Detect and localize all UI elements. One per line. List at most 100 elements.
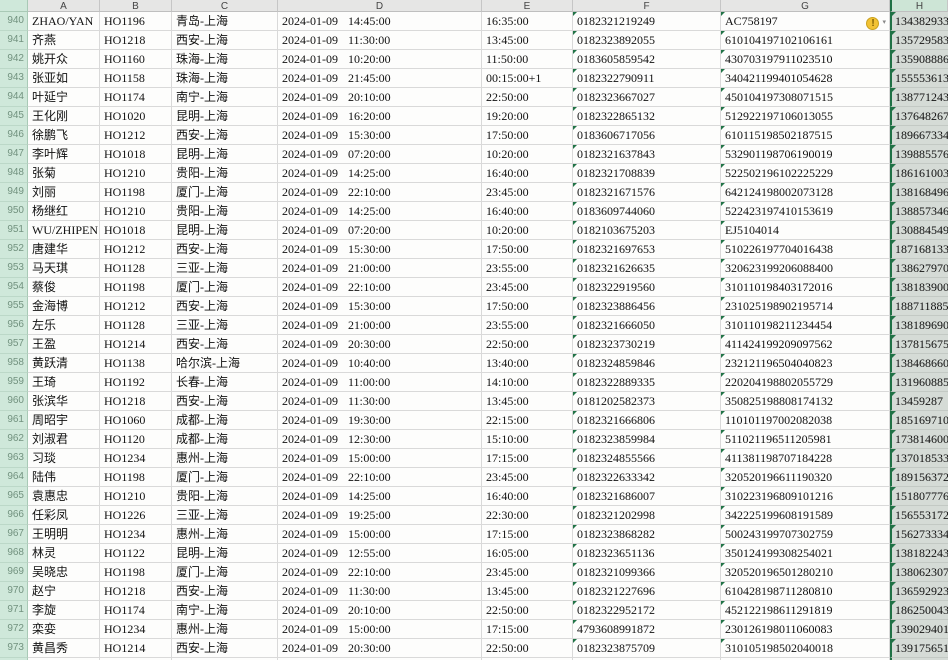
row-header[interactable]: 948 [0, 164, 28, 183]
cell-C940[interactable]: 青岛-上海 [172, 12, 278, 31]
cell-G970[interactable]: 610428198711280810 [721, 582, 890, 601]
cell-H973[interactable]: 139175651 [890, 639, 948, 658]
cell-D974[interactable] [278, 658, 482, 660]
cell-D961[interactable]: 2024-01-09 19:30:00 [278, 411, 482, 430]
cell-D943[interactable]: 2024-01-09 21:45:00 [278, 69, 482, 88]
cell-C965[interactable]: 贵阳-上海 [172, 487, 278, 506]
cell-D965[interactable]: 2024-01-09 14:25:00 [278, 487, 482, 506]
cell-H970[interactable]: 136592923 [890, 582, 948, 601]
cell-C963[interactable]: 惠州-上海 [172, 449, 278, 468]
cell-D951[interactable]: 2024-01-09 07:20:00 [278, 221, 482, 240]
row-header[interactable]: 967 [0, 525, 28, 544]
cell-B971[interactable]: HO1174 [100, 601, 172, 620]
cell-B941[interactable]: HO1218 [100, 31, 172, 50]
cell-F965[interactable]: 0182321686007 [573, 487, 721, 506]
cell-F969[interactable]: 0182321099366 [573, 563, 721, 582]
cell-B943[interactable]: HO1158 [100, 69, 172, 88]
row-header[interactable]: 962 [0, 430, 28, 449]
cell-G958[interactable]: 232121196504040823 [721, 354, 890, 373]
cell-F947[interactable]: 0182321637843 [573, 145, 721, 164]
row-header[interactable]: 949 [0, 183, 28, 202]
cell-E970[interactable]: 13:45:00 [482, 582, 573, 601]
cell-G960[interactable]: 350825198808174132 [721, 392, 890, 411]
cell-H967[interactable]: 156273334 [890, 525, 948, 544]
cell-E947[interactable]: 10:20:00 [482, 145, 573, 164]
row-header[interactable]: 969 [0, 563, 28, 582]
cell-G967[interactable]: 500243199707302759 [721, 525, 890, 544]
cell-D954[interactable]: 2024-01-09 22:10:00 [278, 278, 482, 297]
cell-F958[interactable]: 0182324859846 [573, 354, 721, 373]
cell-G961[interactable]: 110101197002082038 [721, 411, 890, 430]
cell-F974[interactable] [573, 658, 721, 660]
cell-G943[interactable]: 340421199401054628 [721, 69, 890, 88]
row-header[interactable]: 958 [0, 354, 28, 373]
cell-B956[interactable]: HO1128 [100, 316, 172, 335]
row-header[interactable]: 971 [0, 601, 28, 620]
cell-D950[interactable]: 2024-01-09 14:25:00 [278, 202, 482, 221]
cell-A961[interactable]: 周昭宇 [28, 411, 100, 430]
cell-G968[interactable]: 350124199308254021 [721, 544, 890, 563]
cell-D967[interactable]: 2024-01-09 15:00:00 [278, 525, 482, 544]
cell-D966[interactable]: 2024-01-09 19:25:00 [278, 506, 482, 525]
cell-D971[interactable]: 2024-01-09 20:10:00 [278, 601, 482, 620]
column-header-H[interactable]: H [890, 0, 948, 12]
cell-C958[interactable]: 哈尔滨-上海 [172, 354, 278, 373]
cell-C942[interactable]: 珠海-上海 [172, 50, 278, 69]
cell-D953[interactable]: 2024-01-09 21:00:00 [278, 259, 482, 278]
cell-C972[interactable]: 惠州-上海 [172, 620, 278, 639]
cell-B960[interactable]: HO1218 [100, 392, 172, 411]
cell-C961[interactable]: 成都-上海 [172, 411, 278, 430]
cell-G949[interactable]: 642124198002073128 [721, 183, 890, 202]
cell-B952[interactable]: HO1212 [100, 240, 172, 259]
cell-E965[interactable]: 16:40:00 [482, 487, 573, 506]
cell-F954[interactable]: 0182322919560 [573, 278, 721, 297]
cell-H955[interactable]: 188711885 [890, 297, 948, 316]
cell-G948[interactable]: 522502196102225229 [721, 164, 890, 183]
cell-H954[interactable]: 138183900 [890, 278, 948, 297]
cell-G959[interactable]: 220204198802055729 [721, 373, 890, 392]
cell-A973[interactable]: 黄昌秀 [28, 639, 100, 658]
cell-C945[interactable]: 昆明-上海 [172, 107, 278, 126]
cell-E962[interactable]: 15:10:00 [482, 430, 573, 449]
cell-D941[interactable]: 2024-01-09 11:30:00 [278, 31, 482, 50]
cell-A958[interactable]: 黄跃清 [28, 354, 100, 373]
cell-E974[interactable] [482, 658, 573, 660]
cell-E940[interactable]: 16:35:00 [482, 12, 573, 31]
cell-G957[interactable]: 411424199209097562 [721, 335, 890, 354]
cell-F950[interactable]: 0183609744060 [573, 202, 721, 221]
row-header[interactable]: 964 [0, 468, 28, 487]
cell-D955[interactable]: 2024-01-09 15:30:00 [278, 297, 482, 316]
cell-H961[interactable]: 185169710 [890, 411, 948, 430]
cell-G971[interactable]: 452122198611291819 [721, 601, 890, 620]
cell-A967[interactable]: 王明明 [28, 525, 100, 544]
cell-G962[interactable]: 511021196511205981 [721, 430, 890, 449]
cell-H940[interactable]: 134382933 [890, 12, 948, 31]
cell-E964[interactable]: 23:45:00 [482, 468, 573, 487]
column-header-G[interactable]: G [721, 0, 890, 12]
cell-A964[interactable]: 陆伟 [28, 468, 100, 487]
cell-B968[interactable]: HO1122 [100, 544, 172, 563]
cell-F959[interactable]: 0182322889335 [573, 373, 721, 392]
row-header[interactable]: 972 [0, 620, 28, 639]
cell-D948[interactable]: 2024-01-09 14:25:00 [278, 164, 482, 183]
cell-G966[interactable]: 342225199608191589 [721, 506, 890, 525]
cell-E949[interactable]: 23:45:00 [482, 183, 573, 202]
row-header[interactable]: 959 [0, 373, 28, 392]
cell-G955[interactable]: 231025198902195714 [721, 297, 890, 316]
cell-H942[interactable]: 135908886 [890, 50, 948, 69]
cell-B961[interactable]: HO1060 [100, 411, 172, 430]
cell-E967[interactable]: 17:15:00 [482, 525, 573, 544]
cell-F955[interactable]: 0182323886456 [573, 297, 721, 316]
cell-H964[interactable]: 189156372 [890, 468, 948, 487]
cell-D946[interactable]: 2024-01-09 15:30:00 [278, 126, 482, 145]
cell-F964[interactable]: 0182322633342 [573, 468, 721, 487]
row-header[interactable]: 940 [0, 12, 28, 31]
cell-A942[interactable]: 姚开众 [28, 50, 100, 69]
cell-G947[interactable]: 532901198706190019 [721, 145, 890, 164]
cell-A944[interactable]: 叶延宁 [28, 88, 100, 107]
cell-A956[interactable]: 左乐 [28, 316, 100, 335]
cell-C960[interactable]: 西安-上海 [172, 392, 278, 411]
cell-F957[interactable]: 0182323730219 [573, 335, 721, 354]
cell-B950[interactable]: HO1210 [100, 202, 172, 221]
cell-H952[interactable]: 187168133 [890, 240, 948, 259]
